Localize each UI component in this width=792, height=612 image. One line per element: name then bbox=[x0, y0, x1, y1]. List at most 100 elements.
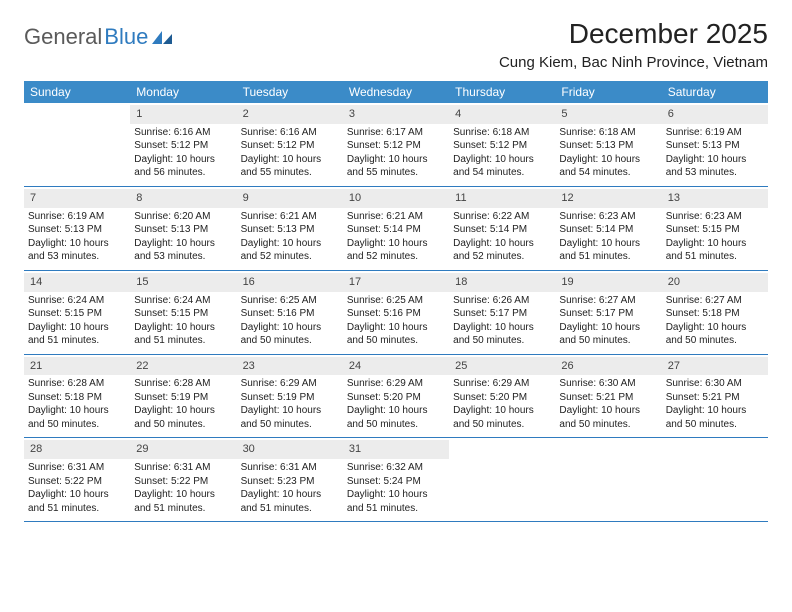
day-cell: 6Sunrise: 6:19 AMSunset: 5:13 PMDaylight… bbox=[662, 103, 768, 186]
dow-header-row: SundayMondayTuesdayWednesdayThursdayFrid… bbox=[24, 81, 768, 103]
day-cell: 19Sunrise: 6:27 AMSunset: 5:17 PMDayligh… bbox=[555, 271, 661, 354]
day-number-row: 22 bbox=[130, 357, 236, 376]
daylight-line: Daylight: 10 hours and 54 minutes. bbox=[559, 153, 657, 180]
daylight-line: Daylight: 10 hours and 50 minutes. bbox=[134, 404, 232, 431]
day-cell bbox=[24, 103, 130, 186]
daylight-line: Daylight: 10 hours and 51 minutes. bbox=[134, 488, 232, 515]
sunset-line: Sunset: 5:16 PM bbox=[241, 307, 339, 321]
day-cell: 12Sunrise: 6:23 AMSunset: 5:14 PMDayligh… bbox=[555, 187, 661, 270]
day-number: 5 bbox=[561, 108, 567, 120]
daylight-line: Daylight: 10 hours and 51 minutes. bbox=[28, 321, 126, 348]
day-number-row: 7 bbox=[24, 189, 130, 208]
day-number-row: 16 bbox=[237, 273, 343, 292]
day-number: 30 bbox=[243, 443, 255, 455]
week-row: 28Sunrise: 6:31 AMSunset: 5:22 PMDayligh… bbox=[24, 438, 768, 522]
sunset-line: Sunset: 5:15 PM bbox=[666, 223, 764, 237]
day-cell: 16Sunrise: 6:25 AMSunset: 5:16 PMDayligh… bbox=[237, 271, 343, 354]
day-cell: 13Sunrise: 6:23 AMSunset: 5:15 PMDayligh… bbox=[662, 187, 768, 270]
sunset-line: Sunset: 5:19 PM bbox=[134, 391, 232, 405]
daylight-line: Daylight: 10 hours and 53 minutes. bbox=[134, 237, 232, 264]
title-block: December 2025 Cung Kiem, Bac Ninh Provin… bbox=[499, 18, 768, 71]
sunrise-line: Sunrise: 6:16 AM bbox=[134, 126, 232, 140]
day-cell: 26Sunrise: 6:30 AMSunset: 5:21 PMDayligh… bbox=[555, 355, 661, 438]
day-number: 28 bbox=[30, 443, 42, 455]
week-row: 7Sunrise: 6:19 AMSunset: 5:13 PMDaylight… bbox=[24, 187, 768, 271]
sunset-line: Sunset: 5:17 PM bbox=[453, 307, 551, 321]
sunrise-line: Sunrise: 6:21 AM bbox=[241, 210, 339, 224]
daylight-line: Daylight: 10 hours and 50 minutes. bbox=[241, 321, 339, 348]
daylight-line: Daylight: 10 hours and 51 minutes. bbox=[666, 237, 764, 264]
day-cell: 28Sunrise: 6:31 AMSunset: 5:22 PMDayligh… bbox=[24, 438, 130, 521]
day-number: 23 bbox=[243, 360, 255, 372]
sunrise-line: Sunrise: 6:26 AM bbox=[453, 294, 551, 308]
dow-cell: Saturday bbox=[662, 81, 768, 103]
day-cell: 21Sunrise: 6:28 AMSunset: 5:18 PMDayligh… bbox=[24, 355, 130, 438]
sunrise-line: Sunrise: 6:22 AM bbox=[453, 210, 551, 224]
day-cell: 25Sunrise: 6:29 AMSunset: 5:20 PMDayligh… bbox=[449, 355, 555, 438]
sunrise-line: Sunrise: 6:30 AM bbox=[559, 377, 657, 391]
sunrise-line: Sunrise: 6:18 AM bbox=[559, 126, 657, 140]
day-number-row: 18 bbox=[449, 273, 555, 292]
day-cell: 2Sunrise: 6:16 AMSunset: 5:12 PMDaylight… bbox=[237, 103, 343, 186]
day-cell bbox=[662, 438, 768, 521]
day-cell: 5 Sunrise: 6:18 AMSunset: 5:13 PMDaylight… bbox=[555, 103, 661, 186]
daylight-line: Daylight: 10 hours and 50 minutes. bbox=[347, 404, 445, 431]
dow-cell: Friday bbox=[555, 81, 661, 103]
sunrise-line: Sunrise: 6:27 AM bbox=[666, 294, 764, 308]
day-number-row: 19 bbox=[555, 273, 661, 292]
day-number: 29 bbox=[136, 443, 148, 455]
day-number: 27 bbox=[668, 360, 680, 372]
day-number-row: 25 bbox=[449, 357, 555, 376]
sunrise-line: Sunrise: 6:28 AM bbox=[134, 377, 232, 391]
sunrise-line: Sunrise: 6:30 AM bbox=[666, 377, 764, 391]
dow-cell: Tuesday bbox=[237, 81, 343, 103]
daylight-line: Daylight: 10 hours and 52 minutes. bbox=[347, 237, 445, 264]
daylight-line: Daylight: 10 hours and 50 minutes. bbox=[559, 321, 657, 348]
sunrise-line: Sunrise: 6:31 AM bbox=[241, 461, 339, 475]
day-number-row: 14 bbox=[24, 273, 130, 292]
day-cell: 15Sunrise: 6:24 AMSunset: 5:15 PMDayligh… bbox=[130, 271, 236, 354]
day-cell: 31Sunrise: 6:32 AMSunset: 5:24 PMDayligh… bbox=[343, 438, 449, 521]
day-cell: 3Sunrise: 6:17 AMSunset: 5:12 PMDaylight… bbox=[343, 103, 449, 186]
daylight-line: Daylight: 10 hours and 51 minutes. bbox=[241, 488, 339, 515]
day-number: 9 bbox=[243, 192, 249, 204]
day-cell bbox=[555, 438, 661, 521]
sunrise-line: Sunrise: 6:32 AM bbox=[347, 461, 445, 475]
sunset-line: Sunset: 5:14 PM bbox=[347, 223, 445, 237]
sunset-line: Sunset: 5:21 PM bbox=[559, 391, 657, 405]
day-number-row: 13 bbox=[662, 189, 768, 208]
day-number-row: 31 bbox=[343, 440, 449, 459]
sunset-line: Sunset: 5:12 PM bbox=[134, 139, 232, 153]
sunrise-line: Sunrise: 6:27 AM bbox=[559, 294, 657, 308]
day-number: 1 bbox=[136, 108, 142, 120]
day-number: 20 bbox=[668, 276, 680, 288]
daylight-line: Daylight: 10 hours and 50 minutes. bbox=[666, 321, 764, 348]
week-row: 1 Sunrise: 6:16 AMSunset: 5:12 PM Daylight… bbox=[24, 103, 768, 187]
sunset-line: Sunset: 5:21 PM bbox=[666, 391, 764, 405]
calendar-grid: SundayMondayTuesdayWednesdayThursdayFrid… bbox=[24, 81, 768, 522]
sunset-line: Sunset: 5:13 PM bbox=[559, 139, 657, 153]
daylight-line: Daylight: 10 hours and 50 minutes. bbox=[241, 404, 339, 431]
sunset-line: Sunset: 5:13 PM bbox=[28, 223, 126, 237]
day-number-row: 26 bbox=[555, 357, 661, 376]
day-cell: 17Sunrise: 6:25 AMSunset: 5:16 PMDayligh… bbox=[343, 271, 449, 354]
day-cell: 29Sunrise: 6:31 AMSunset: 5:22 PMDayligh… bbox=[130, 438, 236, 521]
calendar-page: GeneralBlue December 2025 Cung Kiem, Bac… bbox=[0, 0, 792, 546]
day-number: 6 bbox=[668, 108, 674, 120]
day-number: 25 bbox=[455, 360, 467, 372]
daylight-line: Daylight: 10 hours and 52 minutes. bbox=[453, 237, 551, 264]
day-number-row: 12 bbox=[555, 189, 661, 208]
sunset-line: Sunset: 5:22 PM bbox=[134, 475, 232, 489]
sunset-line: Sunset: 5:19 PM bbox=[241, 391, 339, 405]
day-number-row: 23 bbox=[237, 357, 343, 376]
sunset-line: Sunset: 5:14 PM bbox=[453, 223, 551, 237]
day-number-row: 4 bbox=[449, 105, 555, 124]
day-number-row: 6 bbox=[662, 105, 768, 124]
dow-cell: Monday bbox=[130, 81, 236, 103]
sunrise-line: Sunrise: 6:29 AM bbox=[453, 377, 551, 391]
day-number: 4 bbox=[455, 108, 461, 120]
daylight-line: Daylight: 10 hours and 51 minutes. bbox=[134, 321, 232, 348]
day-number: 18 bbox=[455, 276, 467, 288]
day-cell: 14Sunrise: 6:24 AMSunset: 5:15 PMDayligh… bbox=[24, 271, 130, 354]
day-cell: 10Sunrise: 6:21 AMSunset: 5:14 PMDayligh… bbox=[343, 187, 449, 270]
